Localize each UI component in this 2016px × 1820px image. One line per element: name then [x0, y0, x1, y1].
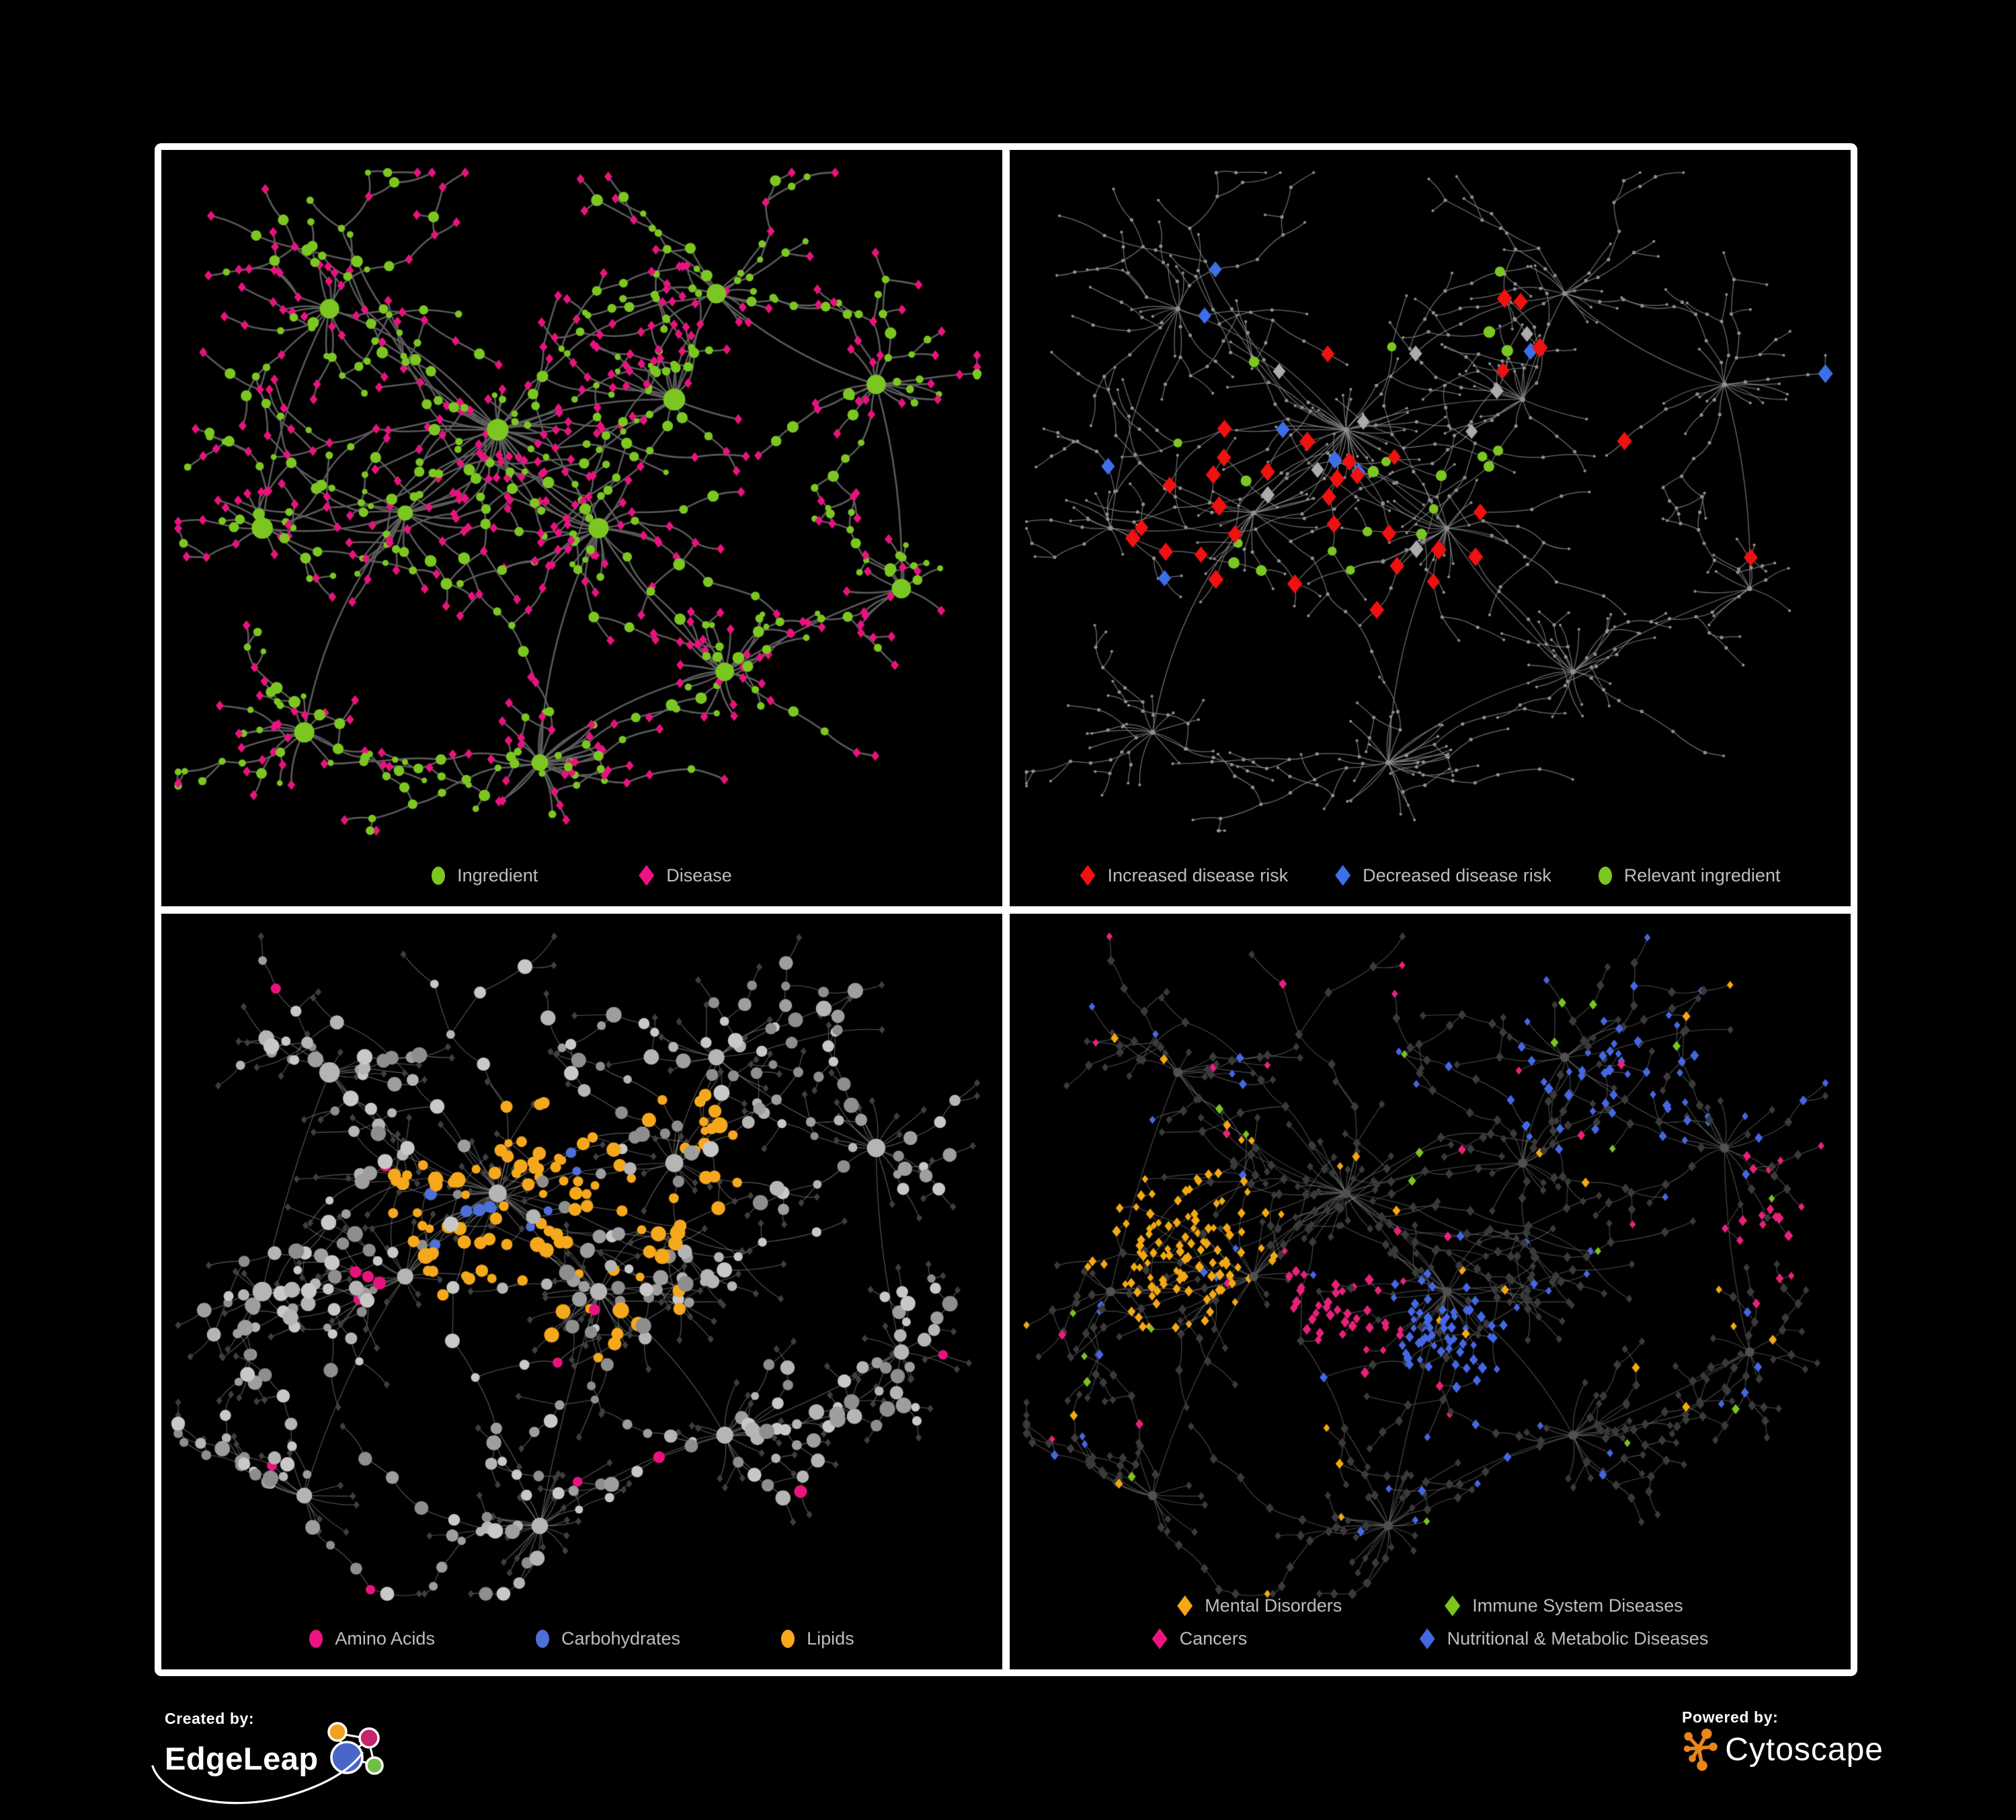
cytoscape-brand-name: Cytoscape — [1725, 1732, 1884, 1768]
legend-label: Ingredient — [457, 865, 538, 885]
ingredient-disease-network-canvas — [161, 150, 1002, 906]
circle-marker — [535, 1630, 549, 1648]
legend-item-cancers: Cancers — [1152, 1628, 1248, 1649]
circle-marker — [309, 1630, 323, 1648]
cytoscape-logo-icon — [1683, 1729, 1718, 1771]
created-by-block: Created by: EdgeLeap — [151, 1710, 454, 1805]
nutrient-class-network-canvas — [161, 913, 1002, 1669]
legend-item-increased-disease-risk: Increased disease risk — [1080, 865, 1289, 886]
legend-label: Mental Disorders — [1205, 1595, 1342, 1616]
diamond-marker — [1419, 1628, 1435, 1649]
legend-item-ingredient: Ingredient — [432, 865, 538, 886]
circle-marker — [432, 866, 446, 885]
legend-item-lipids: Lipids — [781, 1628, 854, 1649]
panel-grid: Ingredient Disease Increased disease risk… — [155, 143, 1857, 1676]
legend-label: Disease — [666, 865, 732, 885]
edgeleap-brand-name: EdgeLeap — [165, 1740, 319, 1776]
legend-item-immune-system-diseases: Immune System Diseases — [1445, 1595, 1683, 1616]
legend-item-amino-acids: Amino Acids — [309, 1628, 435, 1649]
legend-label: Immune System Diseases — [1472, 1595, 1683, 1616]
disease-risk-network-canvas — [1010, 150, 1851, 906]
created-by-label: Created by: — [165, 1710, 255, 1727]
legend-ingredient-disease: Ingredient Disease — [161, 865, 1002, 886]
circle-marker — [781, 1630, 795, 1648]
legend-label: Lipids — [807, 1628, 854, 1649]
panel-ingredient-disease: Ingredient Disease — [161, 150, 1002, 906]
legend-nutrient-classes: Amino Acids Carbohydrates Lipids — [161, 1628, 1002, 1649]
legend-label: Nutritional & Metabolic Diseases — [1447, 1628, 1709, 1649]
legend-label: Carbohydrates — [561, 1628, 681, 1649]
legend-item-relevant-ingredient: Relevant ingredient — [1598, 865, 1781, 886]
circle-marker — [1598, 866, 1612, 885]
legend-disease-risk: Increased disease risk Decreased disease … — [1010, 865, 1851, 886]
legend-item-mental-disorders: Mental Disorders — [1177, 1595, 1342, 1616]
disease-class-network-canvas — [1010, 913, 1851, 1669]
panel-disease-classes: Mental Disorders Immune System Diseases Ca… — [1010, 913, 1851, 1669]
legend-item-disease: Disease — [639, 865, 732, 886]
legend-label: Cancers — [1179, 1628, 1248, 1649]
legend-item-decreased-disease-risk: Decreased disease risk — [1335, 865, 1551, 886]
panel-disease-risk: Increased disease risk Decreased disease … — [1010, 150, 1851, 906]
diamond-marker — [1335, 865, 1351, 886]
powered-by-label: Powered by: — [1682, 1708, 1779, 1726]
diamond-marker — [1445, 1595, 1461, 1616]
legend-item-carbohydrates: Carbohydrates — [535, 1628, 681, 1649]
panel-nutrient-classes: Amino Acids Carbohydrates Lipids — [161, 913, 1002, 1669]
powered-by-block: Powered by: — [1682, 1708, 1884, 1771]
legend-label: Relevant ingredient — [1623, 865, 1781, 885]
diamond-marker — [1152, 1628, 1168, 1649]
legend-label: Decreased disease risk — [1363, 865, 1551, 885]
edgeleap-logo-icon — [327, 1722, 384, 1775]
legend-label: Amino Acids — [335, 1628, 435, 1649]
diamond-marker — [1177, 1595, 1193, 1616]
legend-label: Increased disease risk — [1107, 865, 1289, 885]
legend-disease-classes: Mental Disorders Immune System Diseases Ca… — [1010, 1595, 1851, 1649]
diamond-marker — [1080, 865, 1096, 886]
legend-item-nutritional-metabolic-diseases: Nutritional & Metabolic Diseases — [1419, 1628, 1709, 1649]
diamond-marker — [639, 865, 655, 886]
